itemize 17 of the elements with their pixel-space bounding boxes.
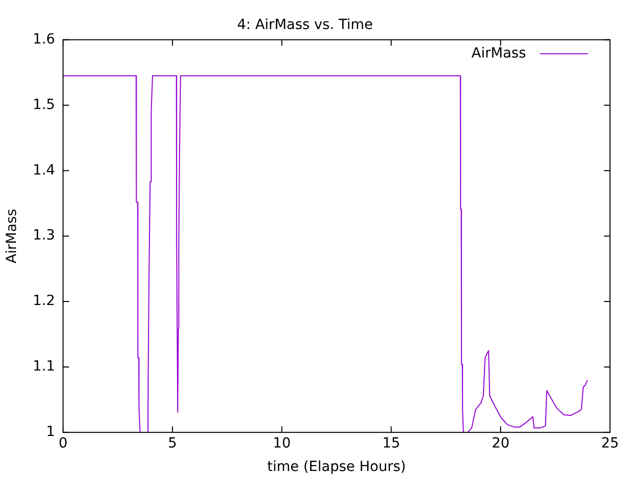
x-tick-label: 15 bbox=[382, 435, 400, 452]
y-tick-label: 1.1 bbox=[32, 358, 56, 375]
y-tick-label: 1.2 bbox=[32, 293, 56, 310]
y-tick-label: 1.6 bbox=[32, 31, 56, 48]
x-tick-label: 20 bbox=[492, 435, 510, 452]
x-tick-label: 0 bbox=[58, 435, 68, 452]
chart-title: 4: AirMass vs. Time bbox=[237, 17, 373, 34]
y-tick-label: 1.5 bbox=[32, 96, 56, 113]
x-tick-label: 25 bbox=[601, 435, 619, 452]
y-tick-label: 1 bbox=[46, 424, 56, 440]
y-tick-label: 1.4 bbox=[32, 162, 56, 178]
legend-label: AirMass bbox=[472, 45, 526, 62]
y-tick-label: 1.3 bbox=[32, 228, 56, 244]
x-tick-label: 10 bbox=[272, 435, 291, 452]
y-axis-title: AirMass bbox=[4, 208, 20, 264]
x-axis-title: time (Elapse Hours) bbox=[267, 459, 406, 476]
x-tick-label: 5 bbox=[168, 435, 177, 452]
